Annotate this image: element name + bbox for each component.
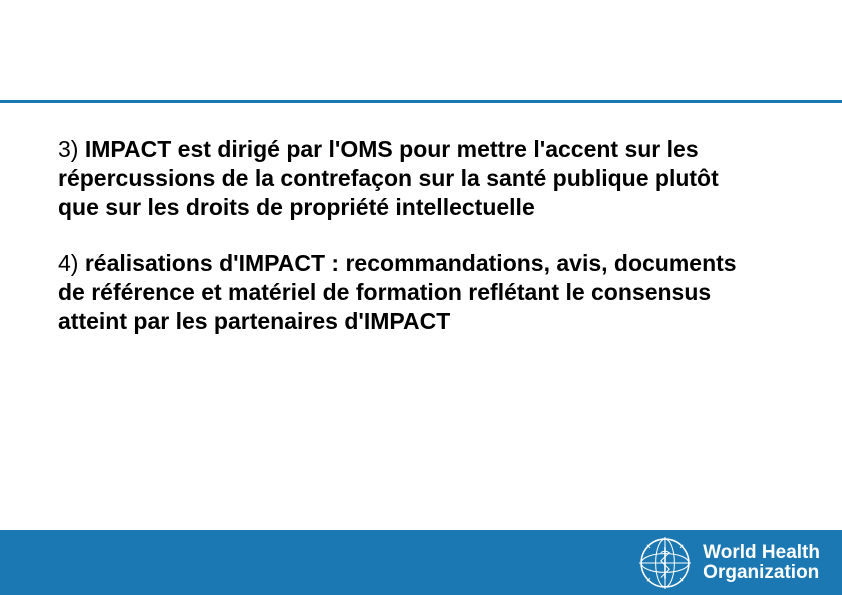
paragraph-3-lead: 3): [58, 136, 85, 162]
footer-bar: World Health Organization: [0, 530, 842, 595]
paragraph-3-text: IMPACT est dirigé par l'OMS pour mettre …: [58, 136, 719, 220]
who-emblem-icon: [639, 537, 691, 589]
slide: 3) IMPACT est dirigé par l'OMS pour mett…: [0, 0, 842, 595]
who-logo-text: World Health Organization: [703, 543, 820, 583]
who-logo-line2: Organization: [703, 563, 820, 583]
header-space: [0, 0, 842, 100]
who-logo-line1: World Health: [703, 543, 820, 563]
paragraph-4-text: réalisations d'IMPACT : recommandations,…: [58, 250, 737, 334]
who-logo: World Health Organization: [639, 537, 820, 589]
paragraph-3: 3) IMPACT est dirigé par l'OMS pour mett…: [58, 135, 758, 221]
content-area: 3) IMPACT est dirigé par l'OMS pour mett…: [58, 135, 758, 364]
paragraph-4-lead: 4): [58, 250, 85, 276]
paragraph-4: 4) réalisations d'IMPACT : recommandatio…: [58, 249, 758, 335]
header-divider: [0, 100, 842, 103]
